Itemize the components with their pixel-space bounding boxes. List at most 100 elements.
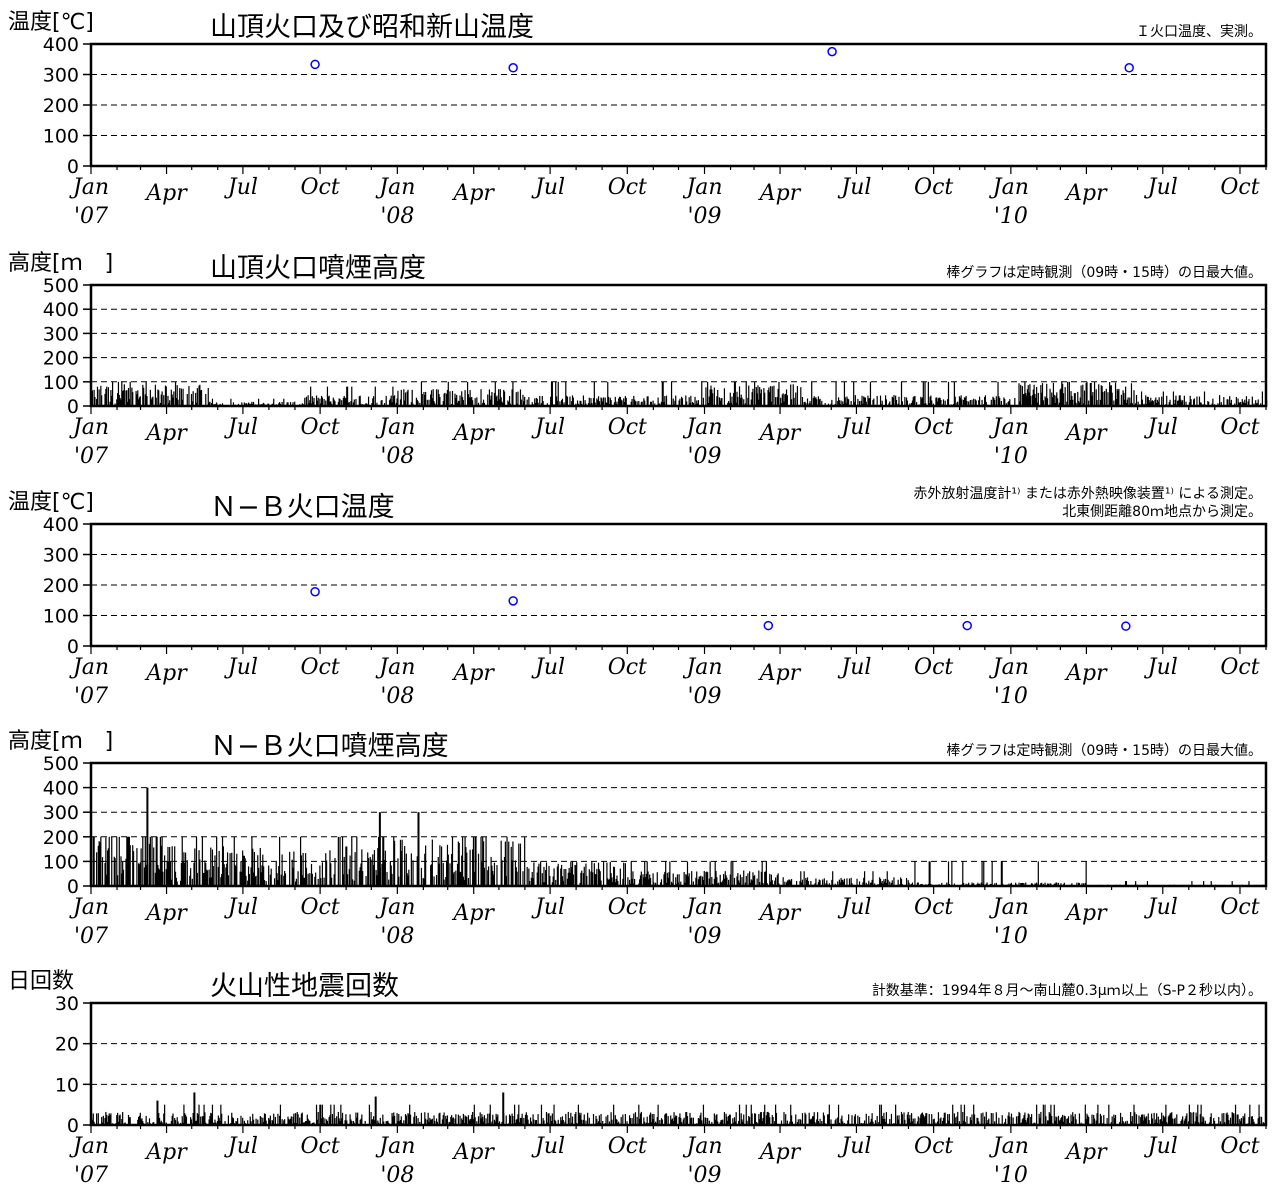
bar [524,836,526,886]
bar [754,875,756,886]
bar [751,880,753,886]
bar [1204,1120,1206,1125]
bar [985,401,987,406]
bar [216,1120,219,1125]
bar [1152,401,1154,406]
data-point [310,59,320,70]
bar [295,878,297,886]
bar [106,386,108,406]
bar [567,1111,569,1125]
bar [502,1092,505,1125]
bar [397,1121,399,1125]
bar [1138,1115,1140,1125]
bar [610,1112,612,1125]
bar [1153,1112,1155,1125]
bar [482,1116,484,1125]
bar [1030,1116,1032,1125]
bar [1133,1104,1135,1125]
bar [986,882,988,886]
bar [1127,397,1129,406]
bar [466,852,468,886]
bar [464,836,466,886]
bar [600,1113,602,1125]
bar [1212,398,1214,406]
bar [615,1118,617,1125]
bar [1169,1113,1171,1125]
bar [777,388,779,406]
bar [910,402,913,406]
bar [224,1121,226,1125]
bar [122,390,125,406]
bar [714,1119,716,1125]
bar [803,401,805,406]
bar [689,1112,691,1125]
bar [459,871,461,886]
bar [93,389,95,406]
bar [626,1121,628,1125]
bar [1066,401,1068,406]
bar [365,876,367,886]
bar [856,878,858,886]
bar [446,1115,449,1125]
bar [1217,403,1219,406]
bar [179,880,182,886]
bar [143,867,146,886]
bar [847,398,849,406]
bar [281,1119,283,1125]
bar [196,872,198,886]
bar [455,1114,457,1125]
bar [232,1118,235,1125]
bar [1143,1114,1145,1125]
bar [1162,391,1164,406]
bar [297,871,299,886]
bar [821,1120,823,1125]
bar [1085,861,1087,886]
bar [280,874,282,886]
bar [482,841,485,886]
bar [160,394,162,406]
bar [240,861,242,886]
bar [167,395,169,406]
bar [827,1114,830,1125]
bar [477,1116,480,1125]
bar [809,400,811,406]
bar [534,403,537,406]
bar [483,867,485,886]
bar [232,1117,234,1125]
bar [750,1104,752,1125]
bar [435,389,438,406]
bar [1100,385,1102,406]
bar [300,855,303,886]
bar [181,836,183,886]
bar [776,397,778,406]
bar [1135,881,1137,886]
bar [984,1116,986,1125]
bar [127,401,129,406]
x-tick-label: Apr [451,661,495,686]
bar [1242,401,1244,406]
bar [1126,399,1128,406]
bar [248,873,250,886]
bar [492,870,494,886]
bar [892,397,894,406]
bar [320,1118,323,1125]
bar [461,1120,464,1125]
bar [1077,391,1079,406]
bar [719,874,721,886]
bar [293,851,295,886]
y-tick-label: 400 [43,299,79,321]
bar [1059,1119,1061,1125]
bar [691,871,693,886]
bar [367,858,370,886]
bar [445,1115,447,1125]
bar [937,398,940,406]
bar [708,1120,710,1125]
plot-frame [89,42,1268,168]
bar [736,876,738,886]
x-tick-label: Jan [682,175,722,200]
bar [1053,394,1055,406]
bar [397,858,399,886]
bar [947,1114,949,1125]
bar [1130,383,1133,406]
bar [138,1115,141,1125]
